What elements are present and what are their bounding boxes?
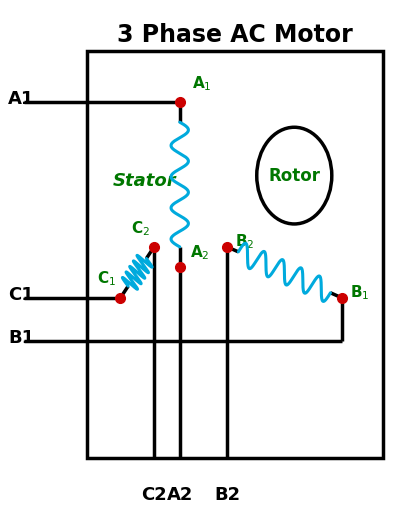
Text: C$_1$: C$_1$	[98, 269, 117, 288]
Text: A$_1$: A$_1$	[192, 74, 211, 93]
Text: B$_1$: B$_1$	[350, 284, 369, 302]
Text: C$_2$: C$_2$	[131, 219, 150, 238]
Text: Stator: Stator	[112, 172, 176, 190]
Text: A$_2$: A$_2$	[190, 243, 209, 262]
Text: Rotor: Rotor	[268, 166, 320, 185]
Text: C2: C2	[141, 486, 167, 504]
Text: B1: B1	[8, 329, 34, 348]
Text: C1: C1	[8, 286, 34, 304]
Text: B2: B2	[214, 486, 240, 504]
Text: 3 Phase AC Motor: 3 Phase AC Motor	[117, 23, 353, 47]
Bar	[87, 51, 383, 458]
Text: B$_2$: B$_2$	[235, 233, 254, 251]
Text: A2: A2	[167, 486, 193, 504]
Text: A1: A1	[8, 90, 34, 108]
